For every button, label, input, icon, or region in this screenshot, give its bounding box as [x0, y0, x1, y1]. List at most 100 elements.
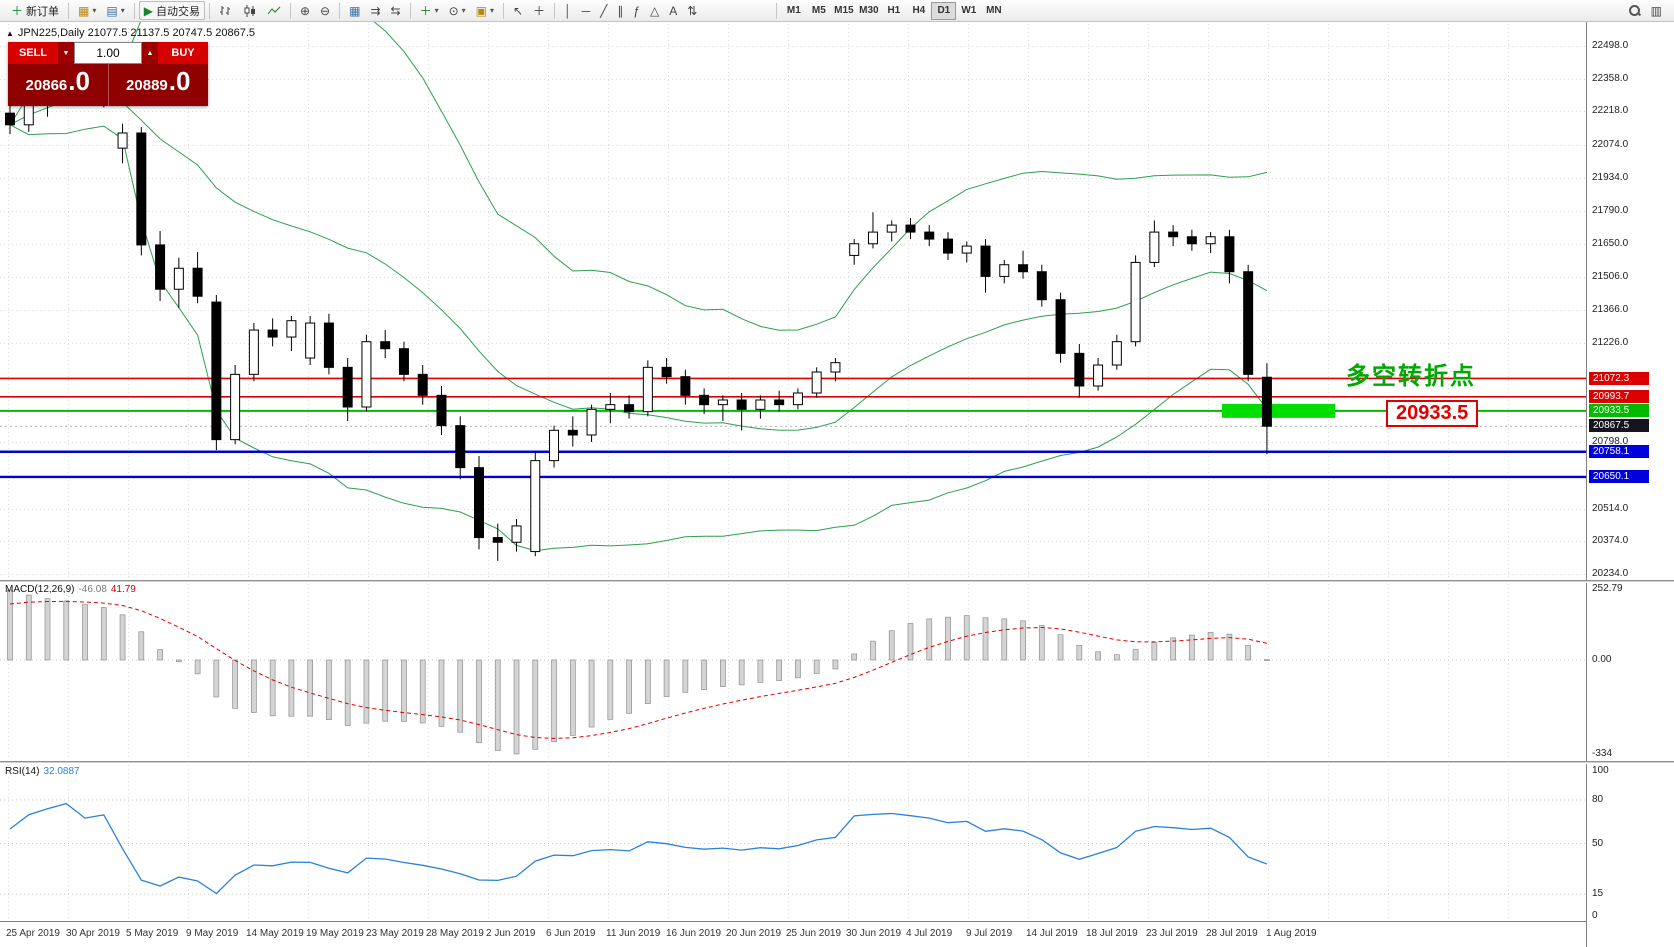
timeframe-m30-button[interactable]: M30 — [859, 5, 879, 16]
chart-title-row: ▲ JPN225,Daily 21077.5 21137.5 20747.5 20… — [6, 27, 255, 39]
timeframe-mn-button[interactable]: MN — [986, 5, 1002, 16]
price-axis[interactable]: 22498.0 22358.0 22218.0 22074.0 21934.0 21790… — [1586, 0, 1674, 947]
one-click-collapse-icon[interactable]: ▲ — [6, 29, 14, 38]
profiles-button[interactable]: ▤ ▾ — [101, 1, 129, 20]
buy-price-int: 20889 — [126, 77, 168, 94]
periods-button[interactable]: ⊙ ▾ — [444, 1, 471, 20]
zoom-in-icon: ⊕ — [299, 3, 311, 18]
toolbar-separator — [208, 2, 210, 19]
price-axis-label: 20798.0 — [1592, 436, 1629, 448]
autoscroll-button[interactable]: ⇉ — [365, 1, 385, 20]
rsi-line — [9, 802, 1268, 895]
chart-title: JPN225,Daily 21077.5 21137.5 20747.5 208… — [17, 27, 256, 39]
cursor-icon: ↖ — [513, 3, 524, 18]
macd-axis-label: 252.79 — [1592, 583, 1623, 595]
cursor-button[interactable]: ↖ — [508, 1, 528, 20]
one-click-trading-panel: SELL ▼ ▲ BUY 20866.0 20889.0 — [8, 42, 208, 106]
toolbar-separator — [503, 2, 505, 19]
date-axis-label: 1 Aug 2019 — [1266, 928, 1317, 939]
price-axis-label: 20374.0 — [1592, 535, 1629, 547]
sell-button[interactable]: SELL — [8, 42, 58, 64]
candles-chart-icon — [244, 4, 255, 17]
new-order-button[interactable]: ＋ 新订单 — [6, 1, 64, 20]
rsi-pane-separator[interactable] — [0, 761, 1674, 764]
macd-axis-label: 0.00 — [1592, 654, 1612, 665]
zoom-out-button[interactable]: ⊖ — [315, 1, 335, 20]
price-tag: 20993.7 — [1589, 389, 1649, 403]
chevron-down-icon: ▾ — [92, 6, 97, 15]
toolbar-separator — [554, 2, 556, 19]
fibonacci-button[interactable]: ƒ — [628, 1, 645, 20]
new-chart-button[interactable]: ▦ ▾ — [73, 1, 101, 20]
auto-trading-button[interactable]: ▶ 自动交易 — [138, 1, 205, 20]
volume-down-button[interactable]: ▼ — [58, 42, 74, 64]
tile-windows-button[interactable]: ▦ — [344, 1, 365, 20]
timeframe-h4-button[interactable]: H4 — [912, 5, 926, 16]
timeframe-m1-button[interactable]: M1 — [786, 5, 801, 16]
date-axis-label: 14 May 2019 — [246, 928, 304, 939]
timeframe-d1-button[interactable]: D1 — [931, 1, 957, 20]
trendline-icon: ╱ — [600, 3, 608, 18]
buy-price-dec: .0 — [168, 66, 191, 96]
toolbar-separator — [339, 2, 341, 19]
crosshair-button[interactable]: ＋ — [528, 1, 550, 20]
search-icon[interactable] — [1628, 4, 1641, 17]
date-axis[interactable]: 25 Apr 2019 30 Apr 2019 5 May 2019 9 May 20… — [0, 921, 1586, 947]
auto-trading-icon: ▶ — [143, 3, 153, 18]
price-tag: 20933.5 — [1589, 403, 1649, 417]
date-axis-label: 30 Apr 2019 — [66, 928, 120, 939]
price-tag: 20650.1 — [1589, 469, 1649, 483]
rsi-label: RSI(14) 32.0887 — [5, 766, 84, 777]
trendline-button[interactable]: ╱ — [595, 1, 612, 20]
timeframe-m15-button[interactable]: M15 — [834, 5, 854, 16]
buy-button[interactable]: BUY — [158, 42, 208, 64]
macd-pane-separator[interactable] — [0, 580, 1674, 583]
volume-input[interactable] — [74, 42, 142, 64]
channel-icon: ∥ — [617, 3, 624, 18]
date-axis-label: 23 May 2019 — [366, 928, 424, 939]
date-axis-label: 25 Jun 2019 — [786, 928, 842, 939]
bollinger-lower-band — [9, 124, 1268, 552]
toolbar-separator — [289, 2, 291, 19]
arrows-button[interactable]: ⇅ — [682, 1, 702, 20]
bars-chart-button[interactable] — [214, 1, 238, 20]
channel-button[interactable]: ∥ — [612, 1, 628, 20]
rsi-axis-label: 100 — [1592, 765, 1609, 776]
horizontal-line-button[interactable]: ─ — [577, 1, 596, 20]
candles-chart-button[interactable] — [238, 1, 262, 20]
timeframe-m5-button[interactable]: M5 — [811, 5, 826, 16]
date-axis-label: 6 Jun 2019 — [546, 928, 596, 939]
price-axis-label: 21226.0 — [1592, 336, 1629, 348]
buy-price[interactable]: 20889.0 — [109, 64, 209, 106]
volume-up-button[interactable]: ▲ — [142, 42, 158, 64]
indicators-button[interactable]: ＋ ▾ — [415, 1, 444, 20]
zoom-out-icon: ⊖ — [320, 3, 331, 18]
date-axis-label: 9 May 2019 — [186, 928, 239, 939]
line-chart-button[interactable] — [262, 1, 286, 20]
sell-price[interactable]: 20866.0 — [8, 64, 108, 106]
price-tag: 20867.5 — [1589, 419, 1649, 433]
vertical-line-button[interactable]: │ — [559, 1, 577, 20]
timeframe-h1-button[interactable]: H1 — [887, 5, 901, 16]
rsi-axis-label: 0 — [1592, 910, 1598, 921]
chart-shift-button[interactable]: ⇆ — [386, 1, 406, 20]
templates-icon: ▣ — [475, 3, 488, 18]
data-window-icon[interactable]: ▥ — [1650, 3, 1662, 18]
date-axis-label: 14 Jul 2019 — [1026, 928, 1078, 939]
toolbar-separator — [409, 2, 411, 19]
new-chart-icon: ▦ — [78, 3, 90, 18]
price-axis-label: 21366.0 — [1592, 304, 1629, 315]
toolbar-separator — [776, 2, 778, 19]
text-button[interactable]: A — [664, 1, 682, 20]
chevron-down-icon: ▾ — [434, 6, 439, 15]
price-axis-label: 22218.0 — [1592, 105, 1629, 117]
text-icon: A — [669, 3, 678, 18]
zoom-in-button[interactable]: ⊕ — [295, 1, 315, 20]
shapes-button[interactable]: △ — [645, 1, 664, 20]
fibonacci-icon: ƒ — [633, 3, 641, 18]
autoscroll-icon: ⇉ — [370, 3, 381, 18]
timeframe-w1-button[interactable]: W1 — [961, 5, 977, 16]
periods-icon: ⊙ — [448, 3, 459, 18]
templates-button[interactable]: ▣ ▾ — [471, 1, 499, 20]
